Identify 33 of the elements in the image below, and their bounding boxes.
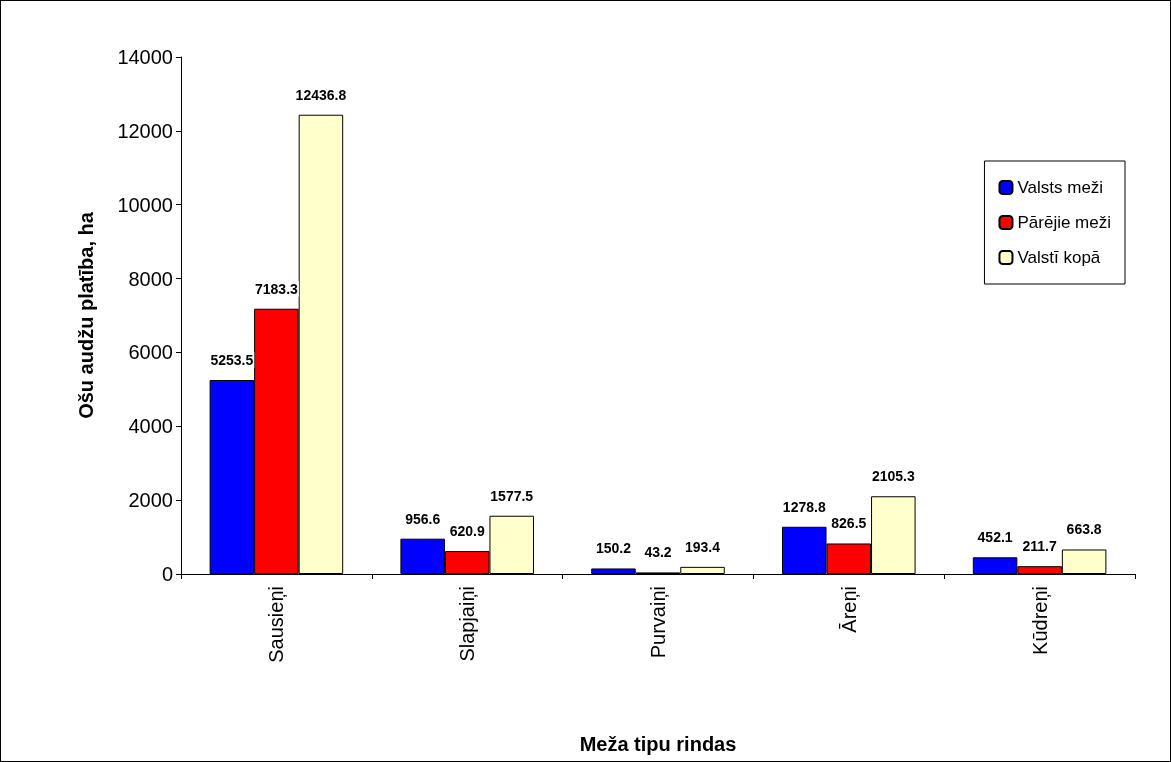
data-label: 663.8 [1066, 521, 1102, 538]
y-tick-label: 4000 [128, 415, 173, 438]
y-tick-label: 12000 [117, 119, 173, 142]
data-label: 620.9 [449, 523, 485, 540]
y-axis-title: Ošu audžu platība, ha [75, 211, 97, 419]
data-label: 193.4 [685, 538, 721, 555]
data-label: 1577.5 [490, 487, 534, 504]
x-tick-label: Kūdreņi [1028, 586, 1051, 655]
x-tick-label: Purvaiņi [647, 586, 669, 659]
y-tick-label: 8000 [128, 267, 173, 290]
y-tick-label: 0 [161, 563, 173, 585]
y-tick-label: 2000 [128, 489, 173, 512]
data-label: 5253.5 [210, 352, 254, 368]
data-label: 211.7 [1022, 538, 1057, 555]
y-tick-label: 10000 [117, 193, 173, 216]
y-tick-label: 6000 [128, 341, 173, 364]
data-label: 1278.8 [782, 498, 826, 515]
data-label: 452.1 [977, 529, 1013, 546]
data-label: 43.2 [644, 544, 672, 561]
x-tick-label: Slapjaiņi [456, 586, 479, 662]
x-tick-label: Sausieņi [265, 586, 288, 663]
data-label: 826.5 [831, 515, 867, 532]
y-tick-label: 14000 [117, 46, 173, 68]
data-label: 2105.3 [871, 468, 915, 485]
data-label: 12436.8 [295, 86, 347, 103]
x-tick-label: Āreņi [837, 586, 860, 633]
x-axis-title: Meža tipu rindas [579, 733, 737, 755]
data-label: 956.6 [405, 510, 441, 527]
data-label: 7183.3 [254, 280, 299, 297]
data-label: 150.2 [595, 540, 632, 557]
legend-label: Valsts meži [1017, 178, 1104, 197]
legend-label: Valstī kopā [1017, 248, 1101, 267]
legend-label: Pārējie meži [1017, 213, 1112, 232]
